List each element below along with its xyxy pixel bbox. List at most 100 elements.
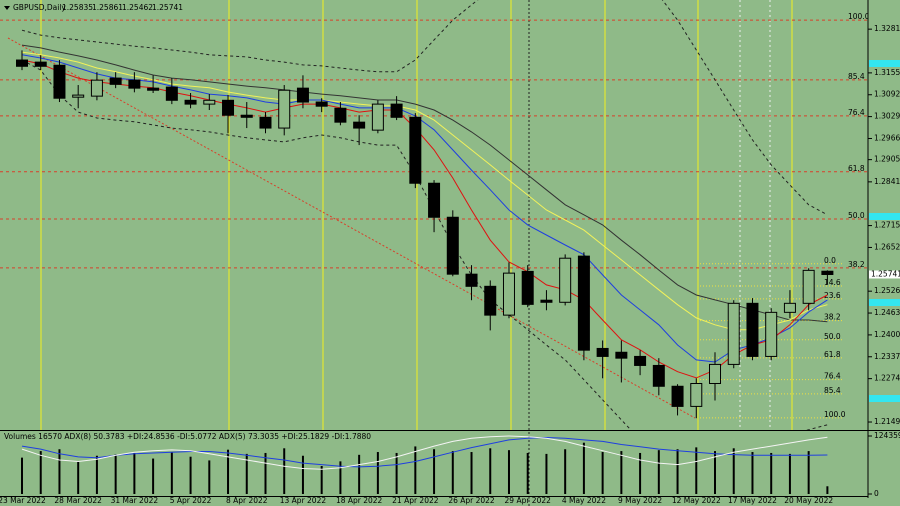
- axis-marker: [869, 395, 900, 402]
- candle-body: [783, 302, 796, 313]
- indicator-line: [21, 44, 828, 323]
- fib-label: 23.6: [824, 291, 841, 300]
- candle-body: [671, 385, 684, 407]
- volume-tick-label: 124359: [874, 431, 900, 440]
- candle-body: [634, 355, 647, 366]
- y-tick-label: 1.26520: [874, 242, 900, 251]
- candle-body: [690, 382, 703, 407]
- candle-body: [109, 77, 122, 85]
- candle-body: [409, 116, 422, 184]
- current-price-label: 1.25741: [871, 269, 900, 278]
- candle-body: [390, 103, 403, 118]
- candle-body: [72, 94, 85, 98]
- candle-body: [240, 114, 253, 118]
- fib-label: 0.0: [824, 256, 836, 265]
- y-tick-label: 1.32810: [874, 24, 900, 33]
- ohlc-close: 1.25741: [152, 3, 183, 12]
- candle-body: [353, 121, 366, 129]
- adx-line: [21, 435, 828, 470]
- candle-body: [596, 347, 609, 357]
- volume-tick-label: 0: [874, 489, 879, 498]
- candle-body: [16, 59, 28, 67]
- ohlc-high: 1.25861: [92, 3, 123, 12]
- ohlc-open: 1.25835: [62, 3, 93, 12]
- candle-body: [334, 107, 347, 123]
- y-tick-label: 1.24000: [874, 330, 900, 339]
- fib-label: 85.4: [848, 72, 865, 81]
- fib-label: 50.0: [848, 211, 865, 220]
- axis-marker: [869, 213, 900, 220]
- indicator-line: [21, 0, 828, 216]
- y-tick-label: 1.21490: [874, 417, 900, 426]
- plot-area: 100.0 85.4 76.4 61.8 50.0 38.2 0.0 14.6 23.6 38.2…: [0, 0, 870, 430]
- fib-label: 38.2: [824, 313, 841, 322]
- indicator-line: [21, 51, 828, 331]
- candle-body: [428, 182, 441, 218]
- week-separators: [40, 0, 793, 430]
- y-tick-label: 1.27150: [874, 221, 900, 230]
- candle-body: [147, 87, 160, 91]
- y-tick-label: 1.28410: [874, 177, 900, 186]
- y-tick-label: 1.22740: [874, 374, 900, 383]
- x-tick-label: 8 Apr 2022: [226, 496, 268, 505]
- fib-label: 100.0: [848, 12, 870, 21]
- candle-body: [222, 99, 235, 116]
- candle-body: [259, 116, 272, 129]
- candle-body: [821, 270, 834, 275]
- x-tick-label: 12 May 2022: [672, 496, 721, 505]
- x-tick-label: 5 Apr 2022: [170, 496, 212, 505]
- ohlc-low: 1.25462: [122, 3, 153, 12]
- fib-label: 61.8: [848, 164, 865, 173]
- x-tick-label: 29 Apr 2022: [505, 496, 552, 505]
- candle-body: [746, 302, 759, 357]
- axis-marker: [869, 299, 900, 306]
- candle-body: [296, 87, 309, 103]
- x-tick-label: 20 May 2022: [784, 496, 833, 505]
- candle-body: [371, 103, 384, 131]
- current-price-box: [869, 270, 900, 279]
- indicator-line: [21, 59, 828, 430]
- x-tick-label: 21 Apr 2022: [392, 496, 439, 505]
- candle-body: [765, 311, 778, 357]
- candle-body: [709, 363, 722, 384]
- x-tick-label: 17 May 2022: [728, 496, 777, 505]
- indicator-area: [21, 435, 829, 494]
- trend-line: [7, 37, 696, 419]
- x-tick-label: 4 May 2022: [562, 496, 606, 505]
- candle-body: [802, 269, 815, 304]
- y-tick-label: 1.30290: [874, 112, 900, 121]
- y-tick-label: 1.30920: [874, 90, 900, 99]
- fib-label: 61.8: [824, 350, 841, 359]
- fib-label: 100.0: [824, 410, 846, 419]
- x-tick-label: 9 May 2022: [618, 496, 662, 505]
- y-tick-label: 1.25260: [874, 286, 900, 295]
- candle-body: [484, 285, 497, 316]
- y-tick-label: 1.29050: [874, 155, 900, 164]
- fib-label: 14.6: [824, 278, 841, 287]
- candle-body: [465, 273, 478, 287]
- candle-body: [34, 61, 47, 67]
- candle-body: [165, 86, 178, 101]
- fib-label: 50.0: [824, 332, 841, 341]
- y-tick-label: 1.23370: [874, 352, 900, 361]
- y-tick-label: 1.24630: [874, 308, 900, 317]
- y-tick-label: 1.29660: [874, 133, 900, 142]
- indicator-title: Volumes 16570 ADX(8) 50.3783 +DI:24.8536…: [4, 432, 371, 441]
- candle-body: [577, 255, 590, 351]
- x-tick-label: 28 Mar 2022: [54, 496, 102, 505]
- symbol-icon: [4, 6, 10, 10]
- candle-body: [521, 270, 534, 305]
- x-tick-label: 23 Mar 2022: [0, 496, 46, 505]
- x-tick-label: 31 Mar 2022: [111, 496, 159, 505]
- candle-body: [184, 99, 197, 105]
- x-tick-label: 13 Apr 2022: [280, 496, 327, 505]
- candle-body: [90, 79, 103, 97]
- candle-body: [502, 272, 515, 316]
- candle-body: [652, 364, 665, 387]
- axes: 1.32810 1.31550 1.30920 1.30290 1.29660 1.290…: [0, 24, 900, 505]
- adx-line: [21, 436, 828, 468]
- candle-body: [446, 216, 459, 275]
- fib-label: 76.4: [848, 108, 865, 117]
- x-tick-label: 26 Apr 2022: [448, 496, 495, 505]
